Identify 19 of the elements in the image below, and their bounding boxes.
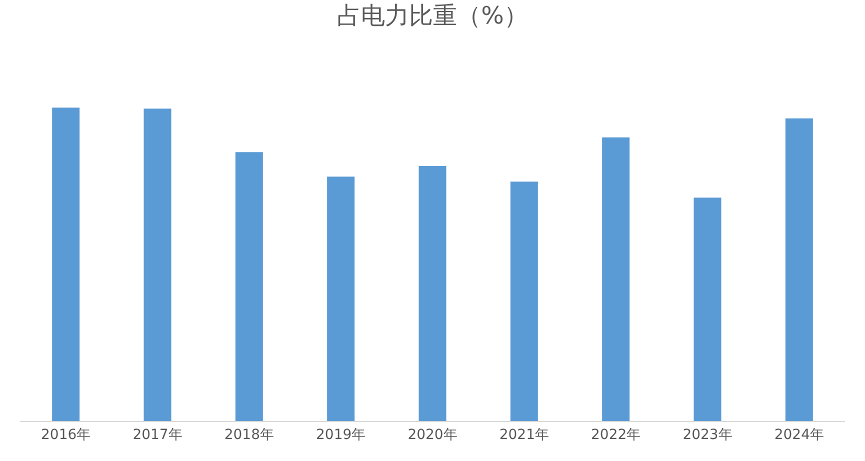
x-tick-label: 2017年 bbox=[132, 426, 182, 443]
bar bbox=[52, 108, 80, 421]
bar bbox=[144, 108, 172, 421]
bar bbox=[785, 118, 813, 421]
x-tick-label: 2024年 bbox=[774, 426, 824, 443]
bar bbox=[694, 198, 722, 421]
bar bbox=[327, 176, 355, 421]
bar bbox=[418, 166, 446, 421]
bar bbox=[235, 152, 263, 421]
x-tick-label: 2023年 bbox=[682, 426, 732, 443]
x-tick-label: 2016年 bbox=[41, 426, 91, 443]
x-tick-label: 2019年 bbox=[316, 426, 366, 443]
x-tick-label: 2022年 bbox=[591, 426, 641, 443]
x-tick-label: 2021年 bbox=[499, 426, 549, 443]
bar bbox=[510, 182, 538, 421]
x-tick-label: 2018年 bbox=[224, 426, 274, 443]
chart-title: 占电力比重（%） bbox=[337, 2, 528, 30]
x-tick-label: 2020年 bbox=[408, 426, 458, 443]
bar bbox=[602, 137, 630, 421]
